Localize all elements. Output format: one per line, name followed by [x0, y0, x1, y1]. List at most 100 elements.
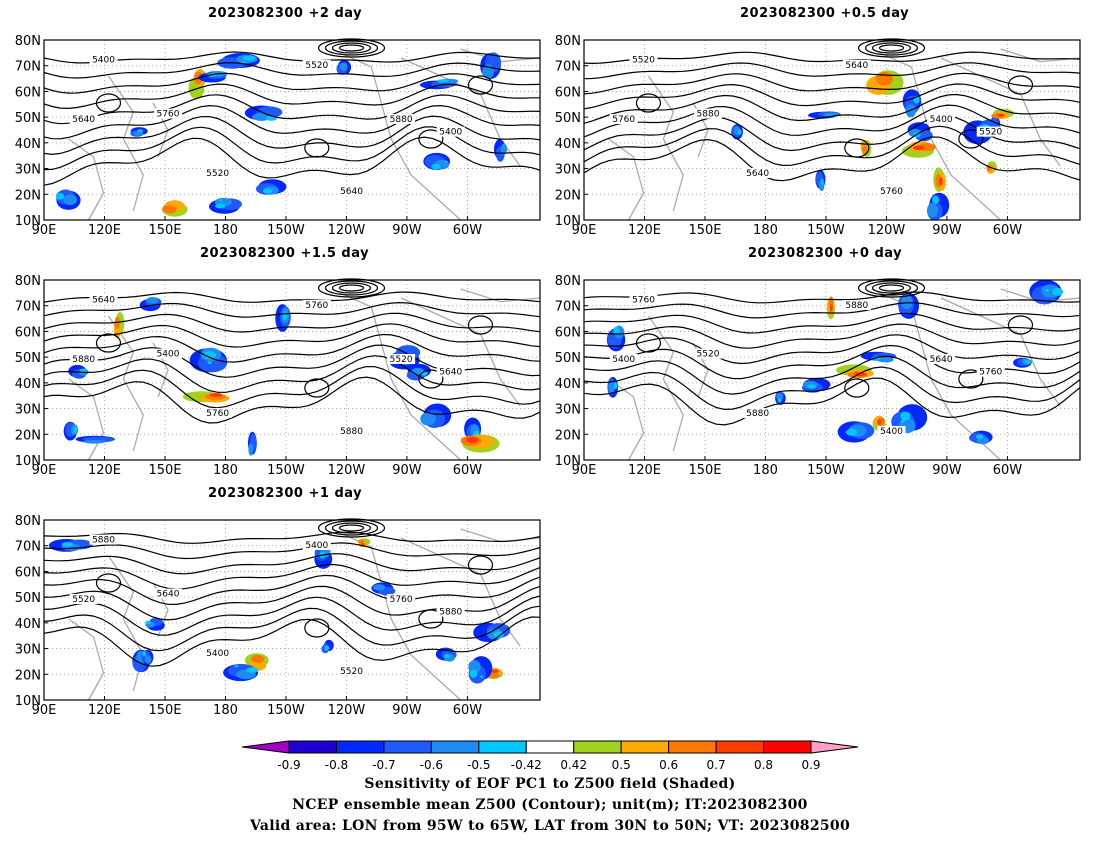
- colorbar-level-label: -0.9: [277, 758, 300, 772]
- lat-label: 50N: [15, 351, 41, 366]
- z500-contour: [467, 75, 494, 95]
- contour-label: 5520: [206, 169, 229, 179]
- colorbar-level-label: 0.5: [612, 758, 631, 772]
- contour-label: 5880: [92, 536, 115, 546]
- z500-contour: [43, 126, 541, 171]
- shaded-sensitivity: [1023, 358, 1026, 360]
- contour-label-bg: [694, 348, 722, 359]
- contour-label: 5520: [390, 355, 413, 365]
- coastline: [871, 48, 1002, 221]
- colorbar-level-label: -0.42: [511, 758, 542, 772]
- lat-label: 30N: [15, 403, 41, 418]
- contour-label: 5880: [72, 355, 95, 365]
- contour-label: 5760: [390, 595, 413, 605]
- contour-label-bg: [877, 186, 906, 196]
- z500-contour: [43, 94, 541, 125]
- shaded-sensitivity: [267, 188, 271, 191]
- z500-contour: [583, 355, 1081, 395]
- z500-contour: [43, 83, 540, 110]
- contour-label-bg: [743, 408, 772, 418]
- z500-contour: [583, 136, 1081, 182]
- shaded-sensitivity: [932, 195, 939, 204]
- lat-label: 80N: [555, 274, 581, 289]
- z500-contour: [583, 312, 1081, 334]
- lat-label: 60N: [15, 565, 41, 580]
- lat-label: 40N: [15, 137, 41, 152]
- contour-label-bg: [629, 54, 658, 65]
- contour-label-bg: [154, 348, 182, 359]
- lat-label: 20N: [15, 188, 41, 203]
- panel-title-plus15: 2023082300 +1.5 day: [200, 246, 370, 261]
- footer-line-ensemble: NCEP ensemble mean Z500 (Contour); unit(…: [292, 797, 808, 813]
- panel-title-plus2: 2023082300 +2 day: [208, 6, 363, 21]
- lon-label: 180: [213, 703, 238, 718]
- shaded-sensitivity: [218, 75, 222, 77]
- z500-contour: [878, 284, 905, 292]
- z500-contour: [324, 520, 379, 536]
- contour-label: 5520: [979, 128, 1002, 138]
- z500-contour: [583, 377, 1081, 426]
- contour-label-bg: [69, 594, 98, 604]
- z500-contour: [844, 378, 870, 398]
- colorbar-box: [478, 740, 527, 754]
- coastline: [107, 315, 144, 452]
- shaded-sensitivity: [437, 82, 442, 84]
- lat-label: 70N: [555, 60, 581, 75]
- z500-contour: [467, 315, 494, 335]
- lon-label: 120E: [88, 223, 121, 238]
- shaded-sensitivity: [234, 665, 239, 668]
- z500-contour: [331, 282, 372, 294]
- contour-label: 5640: [72, 115, 95, 125]
- colorbar-box: [715, 740, 765, 754]
- shaded-sensitivity: [917, 135, 920, 138]
- coastline: [460, 288, 541, 303]
- z500-contour: [304, 378, 330, 398]
- lat-label: 80N: [15, 514, 41, 529]
- lat-label: 20N: [15, 428, 41, 443]
- contour-label: 5640: [340, 187, 363, 197]
- shaded-sensitivity: [829, 114, 833, 116]
- z500-contour: [583, 51, 1081, 65]
- shaded-sensitivity: [339, 62, 348, 71]
- z500-contour: [583, 366, 1081, 411]
- lat-label: 50N: [15, 591, 41, 606]
- lon-label: 120W: [328, 223, 366, 238]
- contour-label: 5760: [632, 296, 655, 306]
- lat-label: 60N: [555, 85, 581, 100]
- lon-label: 150W: [267, 223, 305, 238]
- contour-label: 5880: [390, 115, 413, 125]
- shaded-sensitivity: [372, 584, 386, 591]
- z500-contour: [871, 42, 912, 54]
- panel-title-plus1: 2023082300 +1 day: [208, 486, 363, 501]
- colorbar-box: [668, 740, 717, 754]
- z500-contour: [95, 93, 122, 113]
- lon-label: 150W: [267, 703, 305, 718]
- lon-label: 60W: [453, 703, 483, 718]
- shaded-sensitivity: [140, 130, 143, 132]
- z500-contour: [43, 355, 541, 393]
- lon-label: 180: [213, 223, 238, 238]
- z500-contour: [1007, 75, 1034, 95]
- z500-contour: [418, 609, 444, 629]
- shaded-sensitivity: [914, 100, 918, 103]
- z500-contour: [583, 62, 1081, 80]
- lon-label: 120E: [88, 463, 121, 478]
- shaded-sensitivity: [500, 143, 508, 155]
- z500-contour: [43, 563, 541, 590]
- shaded-sensitivity: [862, 145, 868, 155]
- colorbar-box: [288, 740, 337, 754]
- contour-label: 5400: [880, 427, 903, 437]
- colorbar-level-label: 0.6: [659, 758, 678, 772]
- lon-label: 120W: [328, 463, 366, 478]
- lon-label: 150E: [148, 463, 181, 478]
- lat-label: 30N: [555, 163, 581, 178]
- contour-label-bg: [337, 186, 366, 196]
- lon-label: 150W: [807, 223, 845, 238]
- contour-label-bg: [927, 354, 956, 364]
- shaded-sensitivity: [617, 329, 620, 333]
- z500-contour: [43, 605, 541, 652]
- shaded-sensitivity: [1052, 287, 1064, 296]
- contour-label-bg: [877, 426, 906, 436]
